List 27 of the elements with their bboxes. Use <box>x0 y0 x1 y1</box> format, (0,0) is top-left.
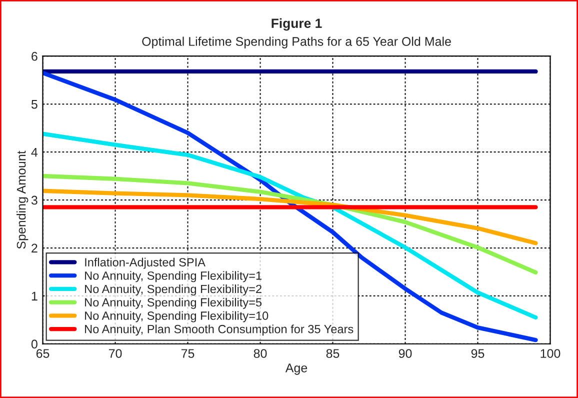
legend-label: No Annuity, Spending Flexibility=10 <box>85 311 268 322</box>
y-tick-label: 2 <box>32 244 38 252</box>
x-tick-label: 100 <box>540 349 560 358</box>
legend-label: Inflation-Adjusted SPIA <box>85 258 206 269</box>
legend-label: No Annuity, Spending Flexibility=5 <box>85 298 262 309</box>
line-series <box>42 188 538 246</box>
line-series <box>42 70 538 342</box>
chart-subtitle: Optimal Lifetime Spending Paths for a 65 Year Old Male <box>142 36 451 48</box>
legend-label: No Annuity, Spending Flexibility=1 <box>85 271 262 282</box>
x-tick-label: 75 <box>181 349 194 358</box>
legend-label: No Annuity, Plan Smooth Consumption for 35 Years <box>85 324 354 336</box>
x-tick-label: 85 <box>326 349 340 358</box>
y-tick-label: 4 <box>31 148 38 157</box>
x-tick-label: 70 <box>108 349 122 358</box>
y-tick-label: 3 <box>31 196 38 205</box>
x-axis-title: Age <box>285 364 308 375</box>
x-tick-label: 90 <box>398 349 412 358</box>
y-tick-label: 6 <box>32 52 38 61</box>
y-tick-label: 5 <box>31 100 38 109</box>
x-tick-label: 80 <box>254 349 267 358</box>
x-tick-label: 95 <box>471 349 484 358</box>
chart-title: Figure 1 <box>272 18 322 31</box>
y-tick-label: 1 <box>32 292 38 300</box>
y-axis-title: Spending Amount <box>16 150 28 249</box>
legend-label: No Annuity, Spending Flexibility=2 <box>85 284 262 296</box>
y-tick-label: 0 <box>31 340 38 349</box>
x-tick-label: 65 <box>36 349 50 358</box>
